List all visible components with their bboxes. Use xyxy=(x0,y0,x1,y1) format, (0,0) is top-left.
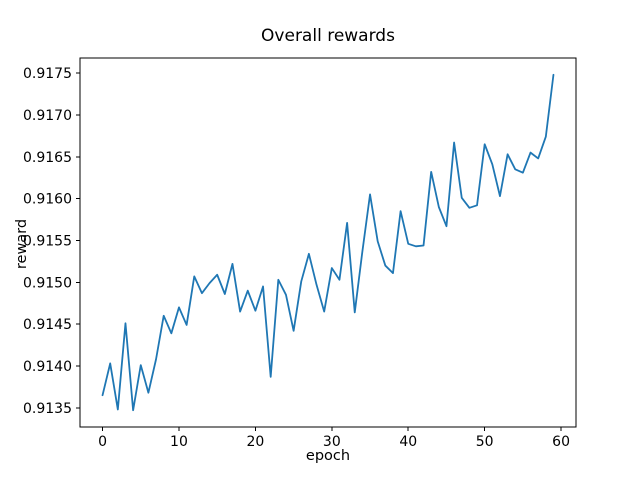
x-axis-label: epoch xyxy=(305,448,351,464)
y-axis-label: reward xyxy=(14,218,30,270)
x-tick-label: 10 xyxy=(170,434,188,450)
y-tick-label: 0.9175 xyxy=(23,66,72,82)
x-tick-label: 0 xyxy=(98,434,107,450)
y-tick-label: 0.9160 xyxy=(23,192,72,208)
x-tick-label: 60 xyxy=(552,434,570,450)
y-tick-label: 0.9135 xyxy=(23,401,72,417)
x-tick-label: 40 xyxy=(399,434,417,450)
y-tick-label: 0.9150 xyxy=(23,275,72,291)
y-tick-label: 0.9170 xyxy=(23,108,72,124)
axes-spines xyxy=(79,57,577,428)
y-tick-label: 0.9140 xyxy=(23,359,72,375)
x-tick-label: 30 xyxy=(323,434,341,450)
x-tick-label: 20 xyxy=(246,434,264,450)
chart-title: Overall rewards xyxy=(261,26,395,46)
y-tick-label: 0.9165 xyxy=(23,150,72,166)
y-tick-label: 0.9155 xyxy=(23,233,72,249)
x-tick-label: 50 xyxy=(476,434,494,450)
y-tick-label: 0.9145 xyxy=(23,317,72,333)
reward-line xyxy=(101,73,555,412)
